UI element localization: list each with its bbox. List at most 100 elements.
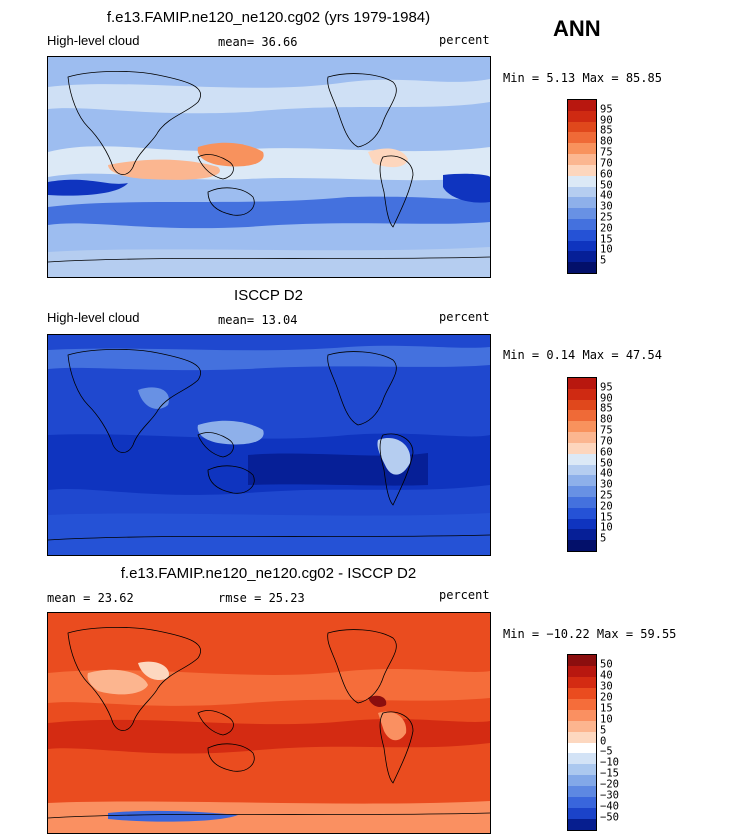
panel1-antarctic [48,247,490,277]
panel3-rmse: rmse = 25.23 [218,591,305,605]
season-label: ANN [553,16,601,41]
panel1-dry-se [443,173,490,203]
panel1-colorbar [567,99,597,274]
panel3-amazon [378,711,407,741]
panel1-colorbar-swatch [568,121,596,133]
panel3-colorbar-swatch [568,665,596,677]
panel3-colorbar-label: 50 [600,658,613,671]
panel3-sahara [87,669,148,695]
panel1-colorbar-swatch [568,240,596,252]
panel1-colorbar-swatch [568,186,596,198]
panel3-colorbar-label: −20 [600,778,619,791]
panel3-mean: mean = 23.62 [47,591,134,605]
panel3-colorbar-label: 30 [600,680,613,693]
panel2-amazon [377,437,411,475]
panel2-colorbar-label: 50 [600,457,613,469]
panel3-antarctic-negative [108,810,238,822]
panel2-colorbar-swatch [568,399,596,411]
panel2-colorbar-swatch [568,421,596,433]
panel1-colorbar-label: 40 [600,189,613,202]
panel3-colorbar-swatch [568,698,596,710]
panel2-colorbar-label: 15 [600,511,613,524]
panel3-tibet [138,661,169,681]
panel1-warm-pool-max [197,142,264,167]
panel1-colorbar-label: 5 [600,254,607,267]
panel3-colorbar-swatch [568,731,596,743]
panel1-colorbar-swatch [568,143,596,155]
panel1-colorbar-swatch [568,110,596,122]
panel2-variable-label: High-level cloud [47,310,140,325]
panel1-colorbar-swatch [568,218,596,230]
panel1-northern-band [48,79,490,114]
panel2-colorbar-label: 25 [600,489,613,502]
panel2-colorbar-swatch [568,507,596,519]
panel2-arctic [48,345,490,371]
panel2-colorbar-swatch [568,378,596,389]
panel1-mean: mean= 36.66 [218,35,298,49]
panel1-colorbar-swatch [568,164,596,176]
panel2-colorbar-swatch [568,486,596,497]
panel2-southern-ocean [48,513,490,555]
panel1-colorbar-swatch [568,262,596,273]
panel2-map-svg [48,335,490,555]
panel1-colorbar-label: 60 [600,168,613,181]
panel1-indian-ocean-max [108,159,220,180]
panel2-coastlines [48,348,490,541]
panel2-tibet [138,387,169,409]
panel3-map-svg [48,613,490,833]
panel2-colorbar-label: 10 [600,521,613,534]
panel3-title: f.e13.FAMIP.ne120_ne120.cg02 - ISCCP D2 [120,565,417,582]
panel2-colorbar-swatch [568,410,596,422]
panel2-colorbar-swatch [568,529,596,541]
panel2-warm-pool [197,420,264,445]
panel2-colorbar-swatch [568,496,596,508]
panel2-colorbar-label: 5 [600,532,607,545]
panel2-colorbar-swatch [568,453,596,465]
panel3-colorbar-label: 5 [600,724,607,737]
panel2-colorbar-label: 40 [600,467,613,480]
panel2-colorbar-swatch [568,388,596,400]
panel1-colorbar-swatch [568,154,596,165]
panel1-colorbar-label: 10 [600,243,613,256]
panel3-units: percent [439,588,490,602]
panel1-colorbar-swatch [568,132,596,144]
panel3-colorbar-label: 40 [600,669,613,682]
panel2-units: percent [439,310,490,324]
panel2-minmax: Min = 0.14 Max = 47.54 [503,348,662,362]
panel2-colorbar-swatch [568,432,596,443]
panel1-colorbar-label: 20 [600,222,613,235]
panel3-colorbar-label: −50 [600,811,619,824]
panel1-southern-band [48,196,490,229]
panel2-mean: mean= 13.04 [218,313,298,327]
panel1-colorbar-label: 30 [600,200,613,213]
panel2-colorbar-label: 75 [600,424,613,437]
panel1-colorbar-swatch [568,208,596,219]
panel3-colorbar-swatch [568,797,596,809]
panel3-southern-ocean [48,801,490,833]
panel3-colorbar-label: −5 [600,745,613,758]
panel2-colorbar-label: 70 [600,435,613,448]
panel3-colorbar-swatch [568,709,596,721]
panel2-colorbar-swatch [568,464,596,476]
panel1-units: percent [439,33,490,47]
panel3-tropical-band [48,719,490,754]
panel1-colorbar-swatch [568,229,596,241]
panel3-colorbar-swatch [568,775,596,787]
panel1-colorbar-swatch [568,175,596,187]
panel1-colorbar-swatch [568,251,596,263]
panel2-title: ISCCP D2 [234,287,303,304]
panel2-colorbar-label: 90 [600,392,613,405]
panel1-colorbar-label: 90 [600,114,613,127]
panel2-colorbar-label: 95 [600,381,613,394]
panel1-dry-sw [48,179,128,196]
panel1-amazon-max [368,148,408,168]
panel2-map [47,334,491,556]
panel2-dry-pacific [248,453,428,486]
panel3-colorbar-swatch [568,764,596,776]
panel2-colorbar-swatch [568,475,596,487]
panel3-colorbar-swatch [568,742,596,754]
panel2-colorbar-swatch [568,540,596,551]
panel1-colorbar-label: 85 [600,124,613,137]
panel3-colorbar-label: 0 [600,735,607,747]
panel3-map [47,612,491,834]
